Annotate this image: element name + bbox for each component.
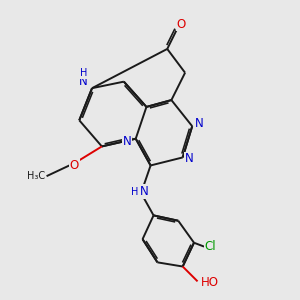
Text: H: H <box>80 68 87 78</box>
Text: H₃C: H₃C <box>27 171 45 181</box>
Text: O: O <box>177 18 186 31</box>
Text: N: N <box>195 117 204 130</box>
Text: H: H <box>131 187 138 196</box>
Text: O: O <box>70 159 79 172</box>
Text: N: N <box>79 75 88 88</box>
Text: N: N <box>123 135 132 148</box>
Text: N: N <box>140 185 148 198</box>
Text: HO: HO <box>201 276 219 290</box>
Text: Cl: Cl <box>205 240 216 253</box>
Text: N: N <box>185 152 194 165</box>
